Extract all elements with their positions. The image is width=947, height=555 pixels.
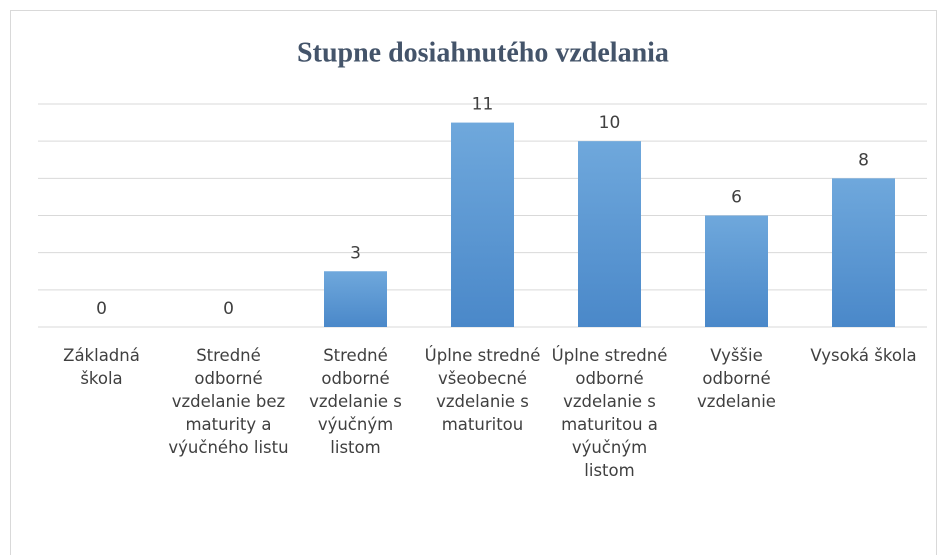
x-tick-label: Vysoká škola (810, 346, 917, 365)
x-tick-label: Úplne stredné všeobecné vzdelanie s matu… (424, 346, 541, 434)
data-label: 8 (858, 150, 869, 170)
bar (705, 215, 768, 327)
bar (578, 141, 641, 327)
data-label: 0 (223, 299, 234, 319)
data-label: 11 (472, 95, 494, 115)
chart-title: Stupne dosiahnutého vzdelania (297, 37, 669, 68)
x-tick-label: Úplne stredné odborné vzdelanie s maturi… (551, 346, 668, 480)
x-tick-label: Stredné odborné vzdelanie s výučným list… (309, 346, 402, 457)
x-tick-label: Vyššie odborné vzdelanie (697, 346, 776, 411)
bar (832, 178, 895, 327)
x-tick-label: Základná škola (63, 346, 140, 388)
data-label: 0 (96, 299, 107, 319)
bar (324, 271, 387, 327)
data-label: 6 (731, 188, 742, 208)
bar (451, 122, 514, 327)
data-label: 10 (599, 113, 621, 133)
x-tick-label: Stredné odborné vzdelanie bez maturity a… (168, 346, 289, 457)
data-label: 3 (350, 243, 361, 263)
